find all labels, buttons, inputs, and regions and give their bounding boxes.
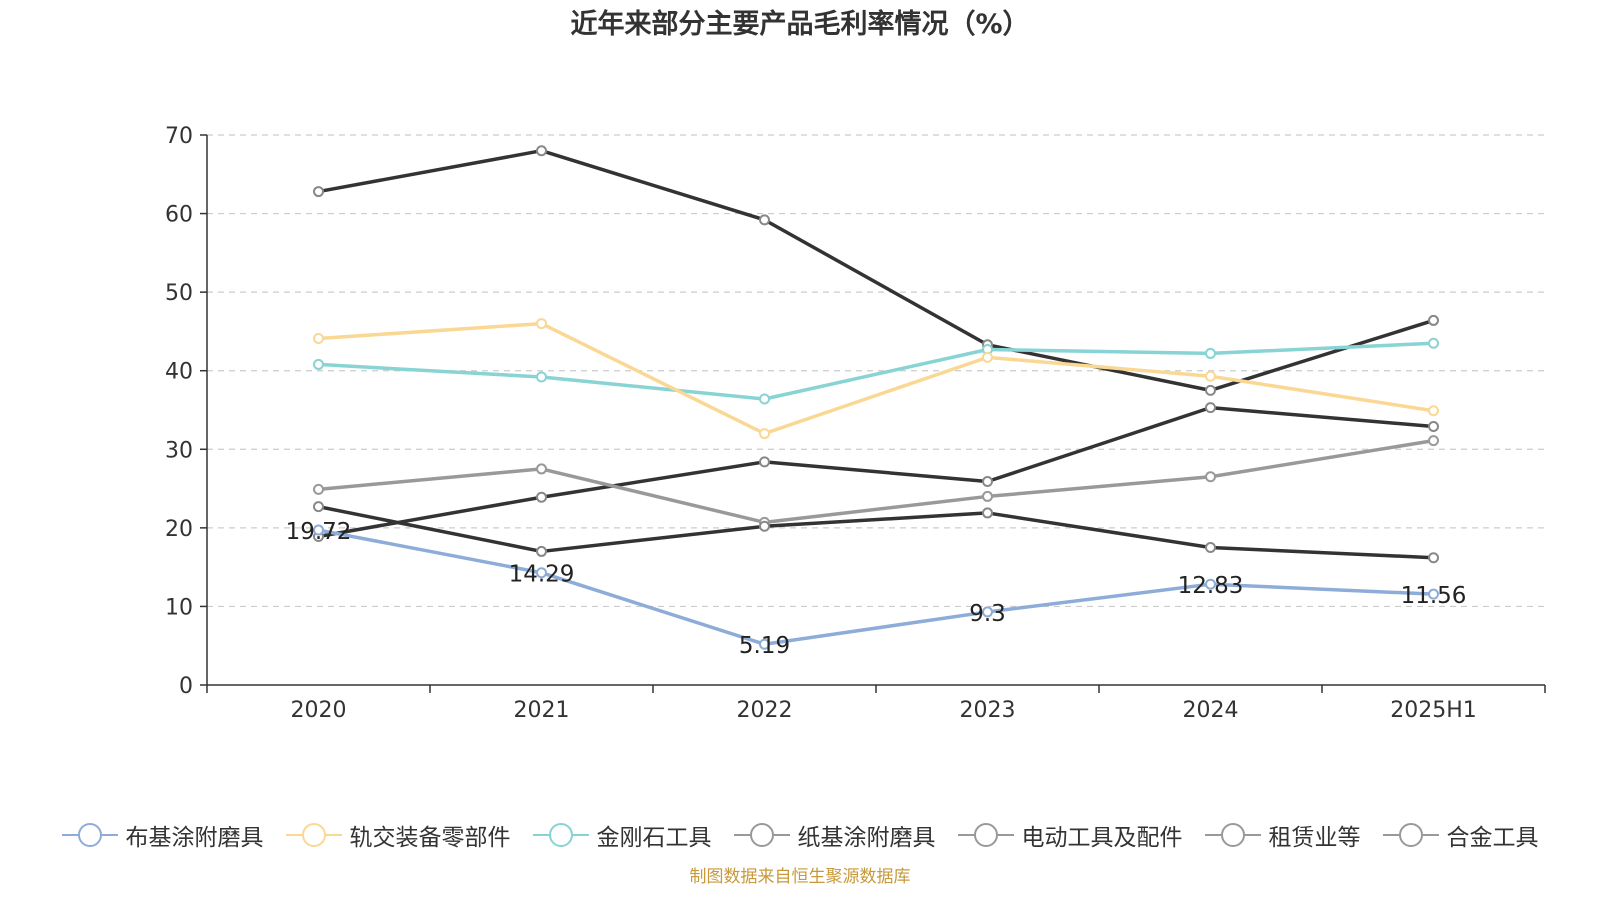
data-point (1205, 347, 1216, 359)
data-point (313, 483, 324, 495)
data-point (982, 351, 993, 363)
data-point (313, 358, 324, 370)
data-label: 11.56 (1401, 583, 1467, 609)
legend-swatch-icon (1382, 821, 1439, 849)
y-tick-label: 50 (165, 281, 193, 306)
data-point (313, 524, 324, 536)
data-point (313, 186, 324, 198)
data-point (313, 333, 324, 344)
x-tick-label: 2021 (514, 698, 570, 723)
data-point (1205, 402, 1216, 414)
data-point (982, 507, 993, 519)
y-tick-label: 40 (165, 360, 193, 385)
data-label: 12.83 (1178, 573, 1244, 599)
x-tick-label: 2022 (737, 698, 793, 723)
data-point (313, 501, 324, 513)
data-label: 9.3 (969, 601, 1006, 627)
x-tick-label: 2020 (291, 698, 347, 723)
data-point (536, 545, 547, 557)
series-line (318, 321, 1434, 436)
data-point (1428, 588, 1439, 600)
data-point (1205, 578, 1216, 590)
x-tick-label: 2024 (1183, 698, 1239, 723)
data-point (1205, 542, 1216, 553)
legend-swatch-icon (61, 821, 118, 849)
legend-label: 纸基涂附磨具 (797, 825, 936, 851)
series-line (318, 438, 1434, 525)
chart-title: 近年来部分主要产品毛利率情况（%） (570, 9, 1030, 40)
y-tick-label: 60 (165, 203, 193, 228)
legend-item[interactable]: 合金工具 (1382, 818, 1539, 852)
y-tick-label: 20 (165, 517, 193, 542)
legend-swatch-icon (957, 821, 1014, 849)
data-point (982, 606, 993, 618)
legend-item[interactable]: 轨交装备零部件 (285, 818, 511, 852)
series-line (318, 504, 1434, 560)
y-tick-label: 10 (165, 595, 193, 620)
legend-swatch-icon (733, 821, 790, 849)
data-point (1428, 435, 1439, 447)
line-chart: 0 10 20 30 40 50 60 70 2020 2021 2022 2023 2024 2025H… (165, 124, 1546, 723)
legend-item[interactable]: 布基涂附磨具 (61, 818, 264, 852)
series-line (318, 341, 1434, 401)
series-line (318, 405, 1434, 539)
data-point (1428, 552, 1439, 564)
legend-item[interactable]: 租赁业等 (1204, 818, 1361, 852)
legend-label: 合金工具 (1446, 825, 1539, 851)
data-point (1428, 314, 1439, 326)
data-point (536, 567, 547, 579)
data-point (1428, 337, 1439, 349)
series-line (318, 148, 1435, 393)
legend-swatch-icon (1204, 821, 1261, 849)
x-tick-label: 2023 (960, 698, 1016, 723)
data-label: 14.29 (509, 562, 575, 588)
source-note: 制图数据来自恒生聚源数据库 (689, 867, 911, 887)
data-point (536, 371, 547, 383)
data-point (1428, 421, 1439, 432)
legend-swatch-icon (285, 821, 342, 849)
legend-swatch-icon (532, 821, 589, 849)
data-point (1428, 405, 1439, 417)
legend-label: 布基涂附磨具 (125, 825, 264, 851)
legend-item[interactable]: 电动工具及配件 (957, 818, 1183, 852)
legend-label: 轨交装备零部件 (349, 825, 511, 851)
data-point (759, 456, 770, 468)
data-point (759, 393, 770, 405)
legend-label: 租赁业等 (1268, 825, 1361, 851)
x-tick-label: 2025H1 (1390, 698, 1477, 723)
data-point (982, 476, 993, 487)
data-point (1205, 471, 1216, 483)
data-point (536, 491, 547, 503)
data-point (759, 214, 770, 226)
data-point (759, 520, 770, 532)
data-point (1205, 370, 1216, 382)
chart-legend: 布基涂附磨具 轨交装备零部件 金刚石工具 纸基涂附磨具 电动工具及配件 租赁业等 合金工具 (0, 818, 1600, 852)
series-line (318, 528, 1434, 646)
data-point (536, 463, 547, 475)
y-tick-label: 0 (179, 674, 193, 699)
y-tick-label: 30 (165, 438, 193, 463)
legend-item[interactable]: 金刚石工具 (532, 818, 712, 852)
data-label: 19.72 (286, 519, 352, 545)
legend-label: 电动工具及配件 (1021, 825, 1183, 851)
data-point (536, 318, 547, 330)
data-point (982, 490, 993, 502)
data-label: 5.19 (739, 633, 790, 659)
data-point (1205, 384, 1216, 396)
data-point (536, 145, 547, 157)
y-tick-label: 70 (165, 124, 193, 149)
legend-item[interactable]: 纸基涂附磨具 (733, 818, 936, 852)
data-point (759, 638, 770, 650)
data-point (759, 428, 770, 440)
legend-label: 金刚石工具 (596, 825, 712, 851)
